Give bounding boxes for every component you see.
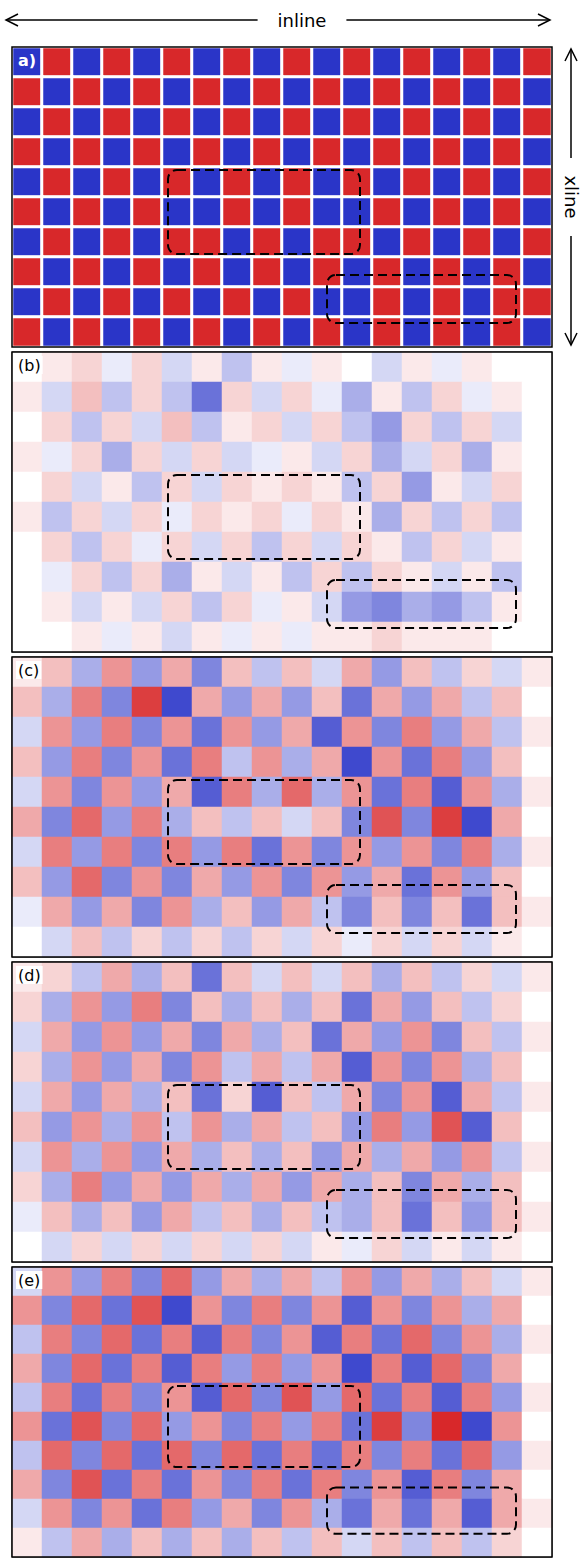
svg-text:(b): (b) [18, 356, 41, 375]
svg-text:inline: inline [278, 10, 327, 31]
svg-text:(e): (e) [18, 1271, 40, 1290]
svg-text:(c): (c) [18, 661, 39, 680]
svg-text:xline: xline [561, 175, 582, 218]
svg-text:a): a) [18, 51, 36, 70]
svg-text:(d): (d) [18, 966, 41, 985]
